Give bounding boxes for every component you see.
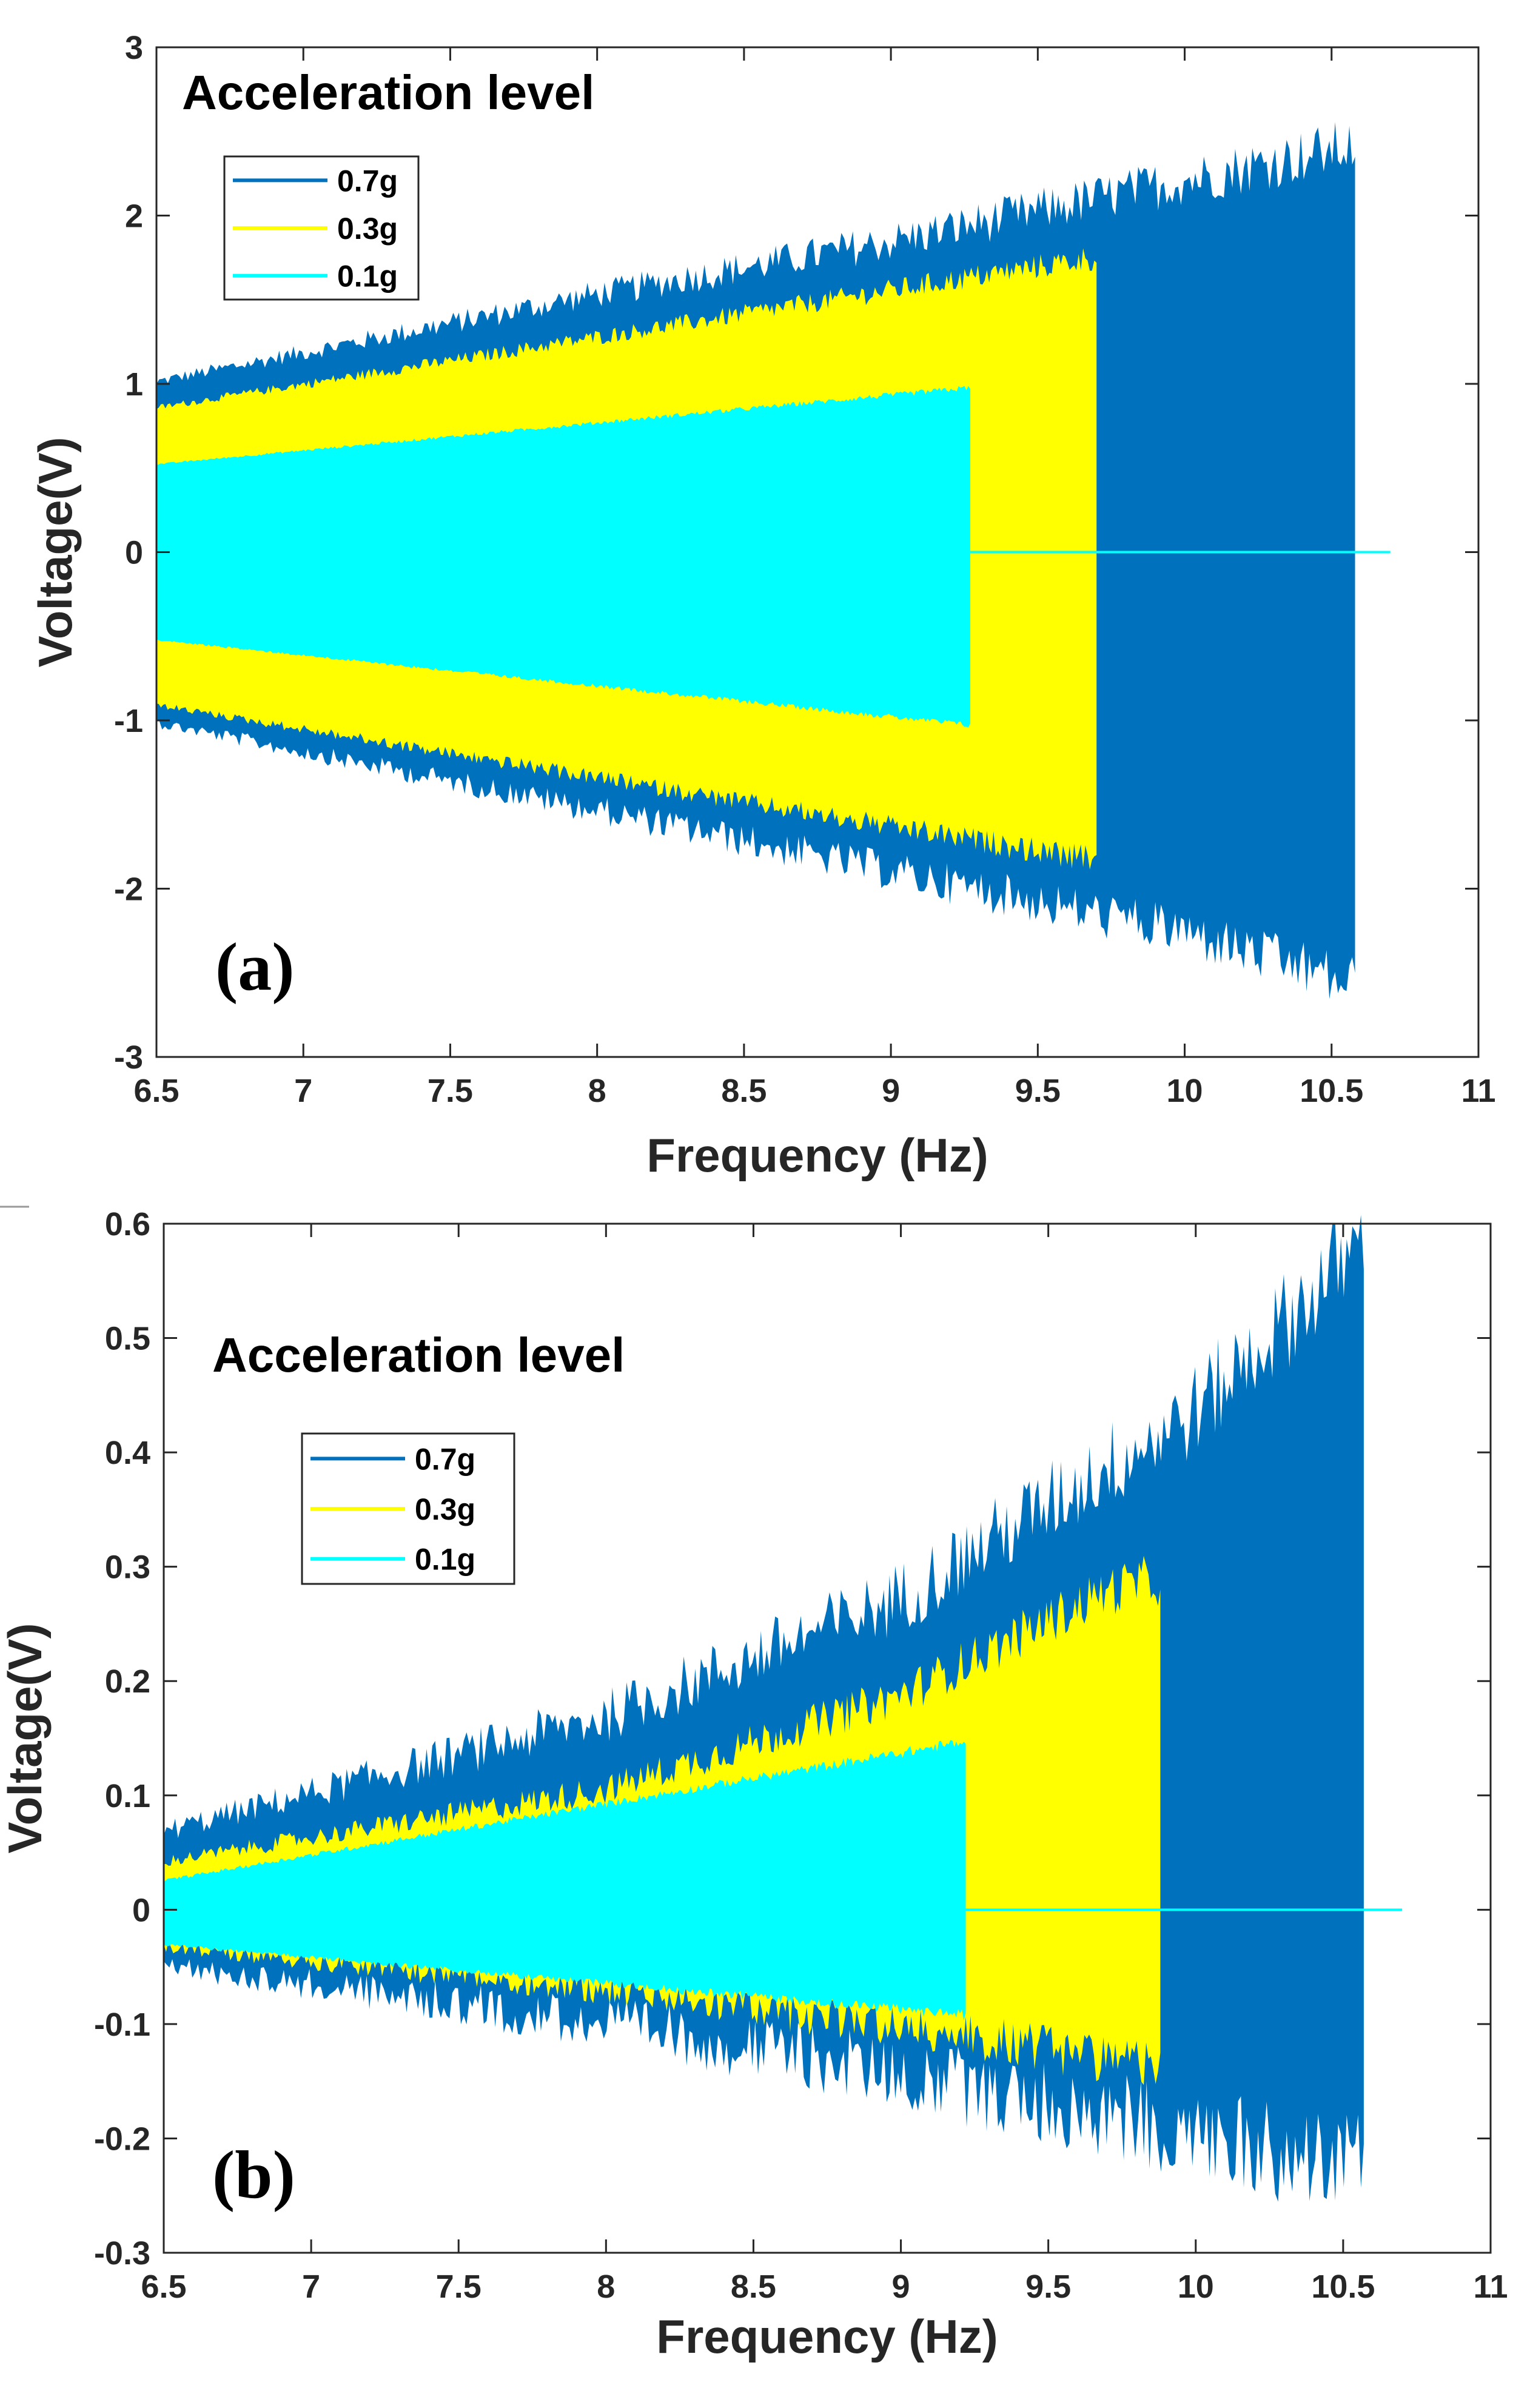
chart-panel-a: 6.5 7 7.5 8 8.5 9 9.5 10 10.5 113210-1-2-3Frequen… bbox=[29, 30, 1496, 1182]
x-axis-label: Frequency (Hz) bbox=[656, 2310, 998, 2363]
x-tick-label: 10.5 bbox=[1300, 1073, 1363, 1109]
y-tick-label: -1 bbox=[114, 703, 143, 739]
legend-label-0_7g: 0.7g bbox=[337, 164, 398, 198]
x-tick-label: 7.5 bbox=[428, 1073, 473, 1109]
y-tick-label: -0.2 bbox=[94, 2121, 150, 2157]
x-tick-label: 10.5 bbox=[1311, 2269, 1375, 2305]
y-tick-label: -0.3 bbox=[94, 2235, 150, 2272]
legend-label-0_1g: 0.1g bbox=[415, 1543, 475, 1577]
y-tick-label: 3 bbox=[125, 30, 143, 66]
x-axis-label: Frequency (Hz) bbox=[646, 1129, 988, 1182]
x-tick-label: 9 bbox=[882, 1073, 900, 1109]
legend-label-0_1g: 0.1g bbox=[337, 260, 398, 293]
legend-label-0_3g: 0.3g bbox=[415, 1492, 475, 1526]
plot-title: Acceleration level bbox=[182, 65, 594, 119]
x-tick-label: 7.5 bbox=[436, 2269, 481, 2305]
legend: 0.7g 0.3g 0.1g bbox=[223, 155, 420, 301]
x-tick-label: 8.5 bbox=[721, 1073, 767, 1109]
x-tick-label: 8 bbox=[597, 2269, 615, 2305]
plot-title: Acceleration level bbox=[212, 1328, 625, 1382]
x-tick-label: 8 bbox=[588, 1073, 606, 1109]
panel-label: (b) bbox=[212, 2138, 295, 2213]
axes-box bbox=[163, 1222, 1492, 2254]
series-0_1g-envelope bbox=[164, 1740, 966, 2021]
y-tick-label: 0.1 bbox=[105, 1778, 150, 1814]
x-tick-label: 6.5 bbox=[133, 1073, 179, 1109]
y-tick-label: -0.1 bbox=[94, 2007, 150, 2043]
legend: 0.7g 0.3g 0.1g bbox=[301, 1432, 515, 1585]
y-tick-label: 0.4 bbox=[105, 1435, 150, 1471]
x-tick-label: 11 bbox=[1461, 1073, 1495, 1109]
x-tick-label: 11 bbox=[1473, 2269, 1508, 2305]
x-tick-label: 9.5 bbox=[1025, 2269, 1071, 2305]
y-tick-label: 1 bbox=[125, 366, 143, 403]
panel-label: (a) bbox=[215, 930, 295, 1005]
y-tick-label: 0.3 bbox=[105, 1549, 150, 1586]
y-tick-label: 2 bbox=[125, 198, 143, 235]
x-tick-label: 10 bbox=[1167, 1073, 1203, 1109]
y-tick-label: 0.6 bbox=[105, 1206, 150, 1243]
x-tick-label: 9.5 bbox=[1015, 1073, 1061, 1109]
y-axis-label: Voltage(V) bbox=[0, 1623, 52, 1854]
y-tick-label: -3 bbox=[114, 1039, 143, 1076]
x-tick-label: 9 bbox=[892, 2269, 910, 2305]
x-tick-label: 10 bbox=[1178, 2269, 1214, 2305]
y-tick-label: -2 bbox=[114, 871, 143, 908]
y-tick-label: 0 bbox=[132, 1892, 150, 1928]
x-tick-label: 7 bbox=[294, 1073, 312, 1109]
legend-label-0_7g: 0.7g bbox=[415, 1442, 475, 1476]
legend-label-0_3g: 0.3g bbox=[337, 212, 398, 246]
y-axis-label: Voltage(V) bbox=[29, 437, 82, 668]
y-tick-label: 0.5 bbox=[105, 1321, 150, 1357]
x-tick-label: 7 bbox=[302, 2269, 320, 2305]
series-0_1g-envelope bbox=[156, 386, 970, 728]
x-tick-label: 6.5 bbox=[141, 2269, 186, 2305]
y-tick-label: 0 bbox=[125, 535, 143, 571]
y-tick-label: 0.2 bbox=[105, 1663, 150, 1700]
chart-panel-b: 6.5 7 7.5 8 8.5 9 9.5 10 10.5 11 0.6 0.5 0.4 0.3 0.2 0.… bbox=[0, 1206, 1508, 2363]
x-tick-label: 8.5 bbox=[731, 2269, 776, 2305]
